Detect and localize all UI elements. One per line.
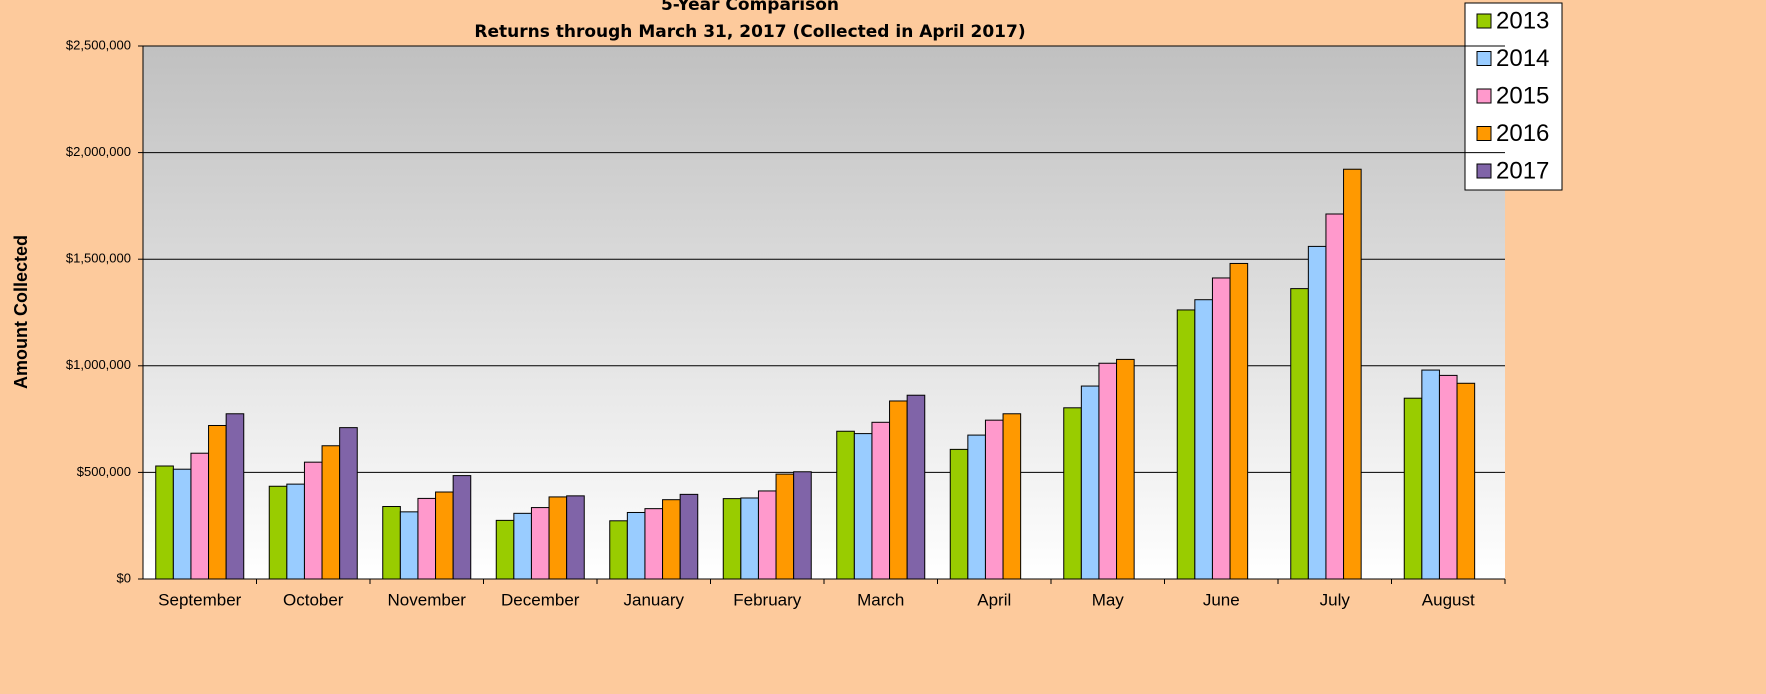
bar <box>1176 309 1196 580</box>
bar <box>984 419 1004 580</box>
bar <box>967 434 986 580</box>
bar <box>566 495 585 580</box>
bar <box>1080 385 1100 580</box>
legend-label: 2017 <box>1496 157 1549 184</box>
bar <box>1290 288 1309 580</box>
x-tick-label: June <box>1203 590 1240 609</box>
legend-label: 2015 <box>1496 82 1549 109</box>
bar <box>1211 277 1231 580</box>
bar <box>495 519 515 580</box>
legend-swatch <box>1476 51 1492 66</box>
legend-label: 2016 <box>1496 120 1549 147</box>
bar <box>775 473 795 580</box>
y-tick-label: $2,500,000 <box>66 37 131 52</box>
bar <box>1343 168 1362 580</box>
bar <box>1307 245 1327 580</box>
x-tick-label: November <box>388 590 467 609</box>
bar <box>513 512 532 580</box>
bar <box>1098 362 1118 580</box>
bar <box>303 461 323 580</box>
bar <box>435 491 454 580</box>
bar <box>722 498 742 580</box>
bar <box>268 485 288 580</box>
bar <box>548 496 568 580</box>
bar <box>382 506 401 580</box>
x-tick-label: October <box>283 590 344 609</box>
bar <box>452 475 472 580</box>
bar <box>740 497 759 580</box>
bar <box>1456 382 1476 580</box>
plot-area <box>143 46 1505 579</box>
bar <box>906 394 926 580</box>
bar <box>949 448 969 580</box>
x-tick-label: July <box>1320 590 1351 609</box>
legend-swatch <box>1476 163 1492 179</box>
bar <box>1194 299 1213 580</box>
x-tick-label: May <box>1092 590 1125 609</box>
bar <box>339 427 358 580</box>
x-tick-label: March <box>857 590 904 609</box>
bar <box>1403 397 1423 580</box>
bar <box>399 511 419 580</box>
legend-swatch <box>1476 13 1492 29</box>
bar <box>626 511 646 580</box>
x-tick-label: December <box>501 590 580 609</box>
bar <box>757 490 777 580</box>
bar <box>662 499 681 580</box>
legend-label: 2013 <box>1496 7 1549 34</box>
x-tick-label: April <box>977 590 1011 609</box>
legend-swatch <box>1476 88 1492 104</box>
bar <box>208 424 227 580</box>
legend-label: 2014 <box>1496 45 1549 72</box>
y-tick-label: $0 <box>117 570 131 585</box>
bar <box>644 508 664 580</box>
bar <box>172 468 192 580</box>
bar <box>1421 369 1440 580</box>
bar <box>853 433 873 580</box>
bar <box>609 520 628 580</box>
x-tick-label: February <box>733 590 802 609</box>
y-tick-label: $1,500,000 <box>66 251 131 266</box>
bar <box>321 445 341 580</box>
chart-title: 5-Year Comparison <box>661 0 839 15</box>
y-tick-label: $1,000,000 <box>66 357 131 372</box>
bar <box>1229 262 1249 580</box>
bar <box>889 400 908 580</box>
bar <box>417 497 437 580</box>
y-tick-label: $500,000 <box>77 464 131 479</box>
chart-subtitle: Returns through March 31, 2017 (Collecte… <box>474 22 1025 42</box>
bar <box>286 483 305 580</box>
bar <box>1116 358 1135 580</box>
x-tick-label: January <box>624 590 685 609</box>
y-axis-label: Amount Collected <box>11 235 31 389</box>
bar <box>1002 413 1022 580</box>
x-tick-label: September <box>158 590 241 609</box>
y-tick-label: $2,000,000 <box>66 144 131 159</box>
bar <box>1063 407 1082 580</box>
bar <box>155 465 174 580</box>
bar <box>1325 213 1345 580</box>
bar <box>1438 374 1458 580</box>
bar <box>530 507 550 580</box>
bar <box>679 493 699 580</box>
bar <box>871 421 891 580</box>
bar <box>225 413 245 580</box>
bar <box>190 452 210 580</box>
bar <box>836 430 855 580</box>
x-tick-label: August <box>1422 590 1475 609</box>
bar <box>793 471 812 580</box>
legend-swatch <box>1476 126 1492 141</box>
